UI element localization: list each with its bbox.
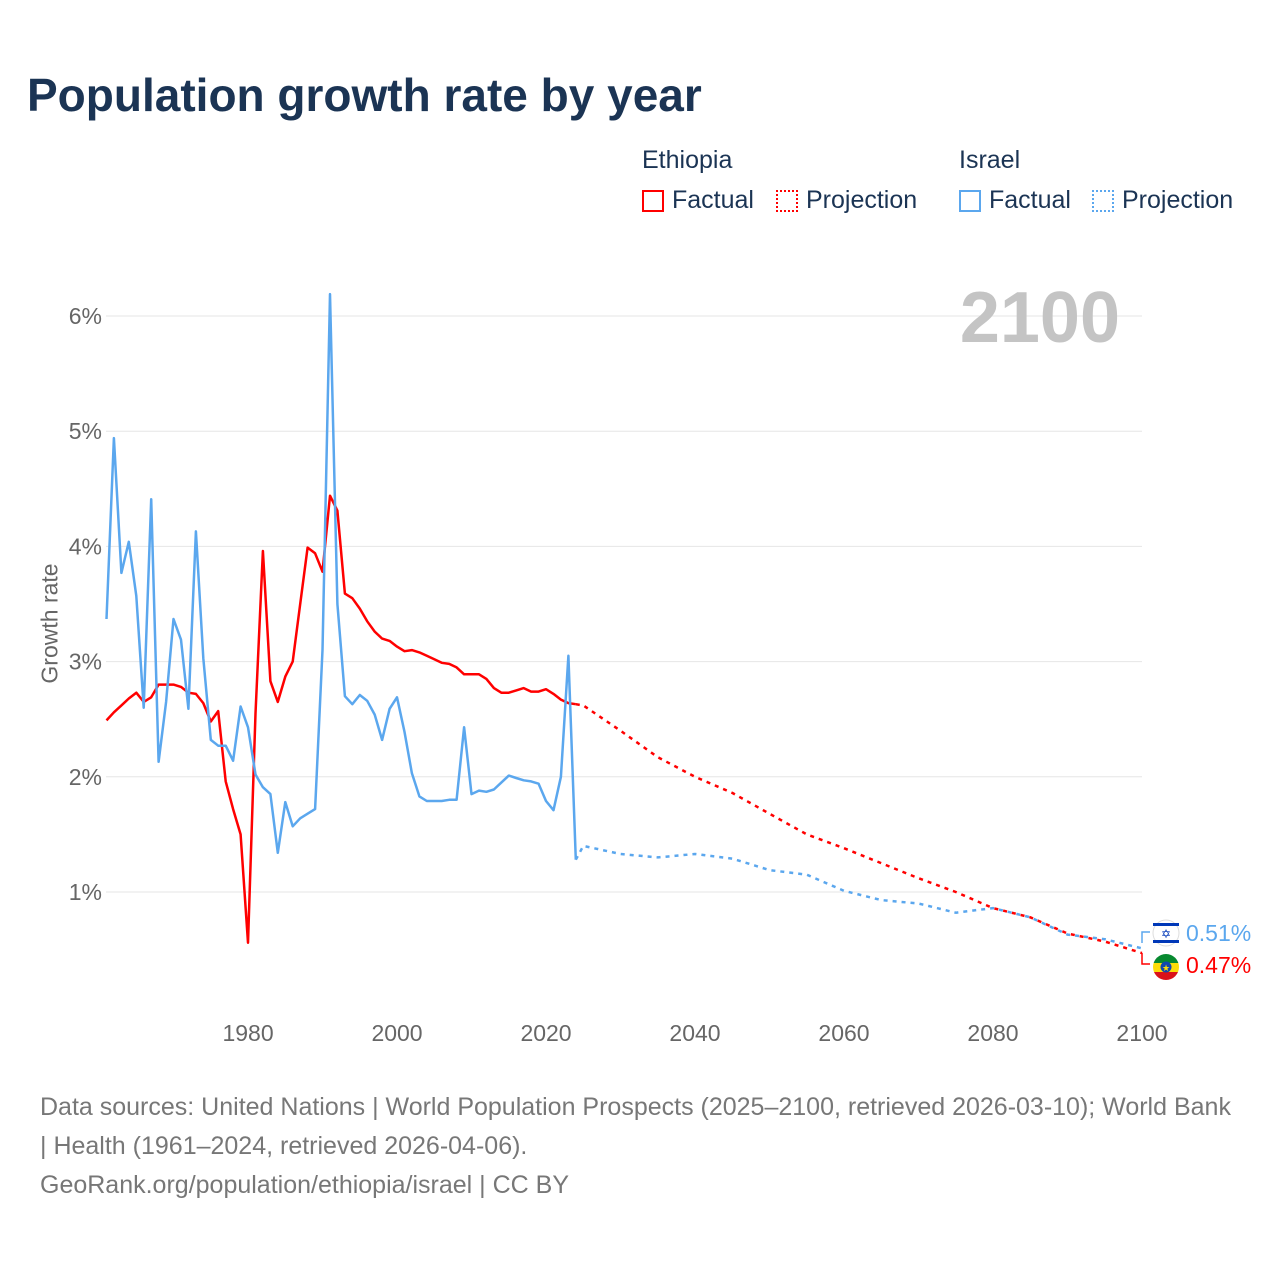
legend-ethiopia-factual[interactable]: Factual bbox=[642, 186, 754, 215]
x-tick-label: 2060 bbox=[818, 1020, 869, 1046]
y-tick-label: 4% bbox=[69, 533, 102, 559]
footer: Data sources: United Nations | World Pop… bbox=[40, 1088, 1240, 1205]
legend-swatch-solid bbox=[959, 189, 981, 212]
legend-israel-factual[interactable]: Factual bbox=[959, 186, 1071, 215]
y-tick-label: 5% bbox=[69, 418, 102, 444]
series-line-ethiopia-projection bbox=[575, 702, 1143, 955]
chart-title: Population growth rate by year bbox=[27, 69, 702, 121]
x-tick-label: 2000 bbox=[371, 1020, 422, 1046]
x-tick-label: 2040 bbox=[669, 1020, 720, 1046]
legend-group-ethiopia: Ethiopia bbox=[642, 146, 733, 174]
ethiopia-flag-icon: ★ bbox=[1153, 954, 1179, 980]
israel-flag-icon: ✡ bbox=[1152, 919, 1180, 947]
legend-group-israel: Israel bbox=[959, 146, 1021, 174]
legend-swatch-dotted bbox=[1092, 189, 1114, 212]
ethiopia-end-value: 0.47% bbox=[1186, 952, 1251, 978]
end-markers: ✡ ★ 0.51% 0.47% bbox=[1141, 919, 1251, 980]
year-label: 2100 bbox=[960, 278, 1120, 358]
legend-label: Projection bbox=[1122, 186, 1234, 214]
svg-text:✡: ✡ bbox=[1161, 927, 1171, 941]
y-tick-label: 3% bbox=[69, 649, 102, 675]
ethiopia-connector bbox=[1141, 953, 1150, 965]
svg-text:★: ★ bbox=[1162, 963, 1170, 973]
legend-swatch-dotted bbox=[776, 189, 798, 212]
series-line-israel-projection bbox=[574, 844, 1143, 950]
israel-connector bbox=[1141, 931, 1150, 943]
plot-area: 2100 1% 2% 3% 4% 5% 6% 1980 2000 2020 2040 2060 208… bbox=[69, 278, 1251, 1046]
legend-israel-projection[interactable]: Projection bbox=[1092, 186, 1233, 215]
x-tick-label: 2020 bbox=[520, 1020, 571, 1046]
legend-swatch-solid bbox=[642, 189, 664, 212]
series-line-israel-factual bbox=[105, 292, 578, 860]
legend-label: Factual bbox=[672, 186, 754, 214]
y-tick-label: 6% bbox=[69, 303, 102, 329]
source-link[interactable]: GeoRank.org/population/ethiopia/israel |… bbox=[40, 1171, 570, 1199]
data-sources: Data sources: United Nations | World Pop… bbox=[40, 1093, 1231, 1160]
legend-label: Projection bbox=[806, 186, 918, 214]
y-tick-label: 1% bbox=[69, 879, 102, 905]
y-tick-label: 2% bbox=[69, 764, 102, 790]
x-tick-label: 2100 bbox=[1116, 1020, 1167, 1046]
legend-ethiopia-projection[interactable]: Projection bbox=[776, 186, 917, 215]
series-line-ethiopia-factual bbox=[105, 494, 576, 944]
legend-label: Factual bbox=[989, 186, 1071, 214]
x-tick-label: 2080 bbox=[967, 1020, 1018, 1046]
x-tick-label: 1980 bbox=[222, 1020, 273, 1046]
israel-end-value: 0.51% bbox=[1186, 920, 1251, 946]
